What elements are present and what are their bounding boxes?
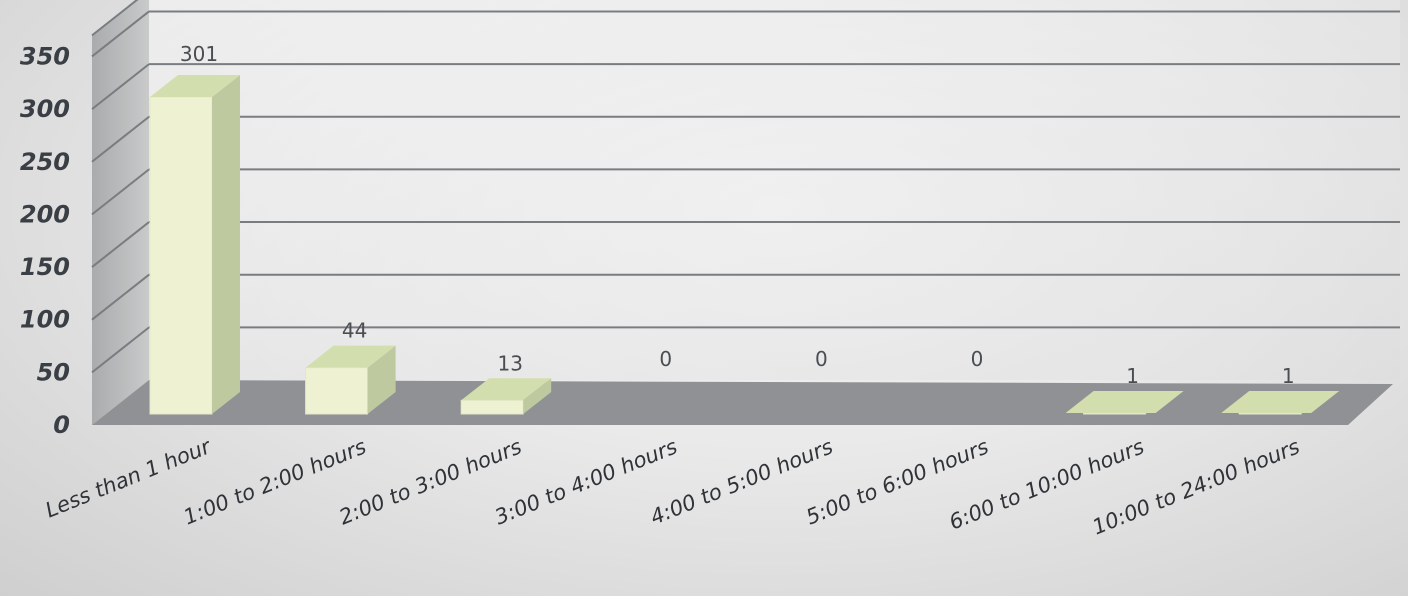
y-axis-ticks: 0 50 100 150 200 250 300 350 — [20, 42, 70, 439]
gridline-wall — [91, 273, 150, 321]
y-tick-label: 200 — [20, 200, 70, 228]
data-label: 0 — [659, 347, 672, 371]
gridline-wall — [91, 0, 139, 37]
gridline-wall — [91, 168, 150, 216]
bar — [460, 378, 552, 415]
y-tick-label: 100 — [20, 306, 70, 334]
bar-front — [1083, 412, 1147, 415]
gridline-wall — [91, 63, 150, 110]
bar-side — [367, 345, 396, 414]
bar-top — [305, 345, 396, 368]
bar-front — [460, 399, 524, 415]
side-wall — [92, 0, 149, 425]
back-wall — [149, 0, 1400, 380]
data-label: 1 — [1282, 364, 1295, 388]
bar-side — [523, 378, 552, 414]
chart-walls — [92, 0, 1400, 425]
data-label: 1 — [1126, 364, 1139, 388]
bar — [1221, 390, 1340, 415]
bar-side — [212, 75, 240, 414]
gridlines — [91, 0, 1400, 374]
y-tick-label: 250 — [20, 148, 70, 176]
y-tick-label: 300 — [20, 95, 70, 123]
bar-top — [1065, 390, 1184, 413]
data-labels: 301 44 13 0 0 0 1 1 — [180, 42, 1295, 388]
bar-top — [461, 378, 552, 401]
y-tick-label: 0 — [53, 411, 70, 439]
bar-front — [149, 96, 213, 415]
y-tick-label: 350 — [20, 42, 70, 70]
bar — [1065, 390, 1184, 415]
y-tick-label: 50 — [37, 358, 70, 386]
data-label: 13 — [497, 351, 522, 375]
data-label: 0 — [971, 347, 984, 371]
gridline-wall — [91, 10, 150, 58]
gridline-wall — [91, 221, 150, 268]
data-label: 0 — [815, 347, 828, 371]
data-label: 44 — [342, 319, 367, 343]
gridline-wall — [91, 326, 150, 374]
bar-top — [150, 75, 240, 98]
data-label: 301 — [180, 42, 218, 66]
y-tick-label: 150 — [20, 253, 70, 281]
floor — [92, 380, 1393, 425]
bars — [149, 75, 1340, 415]
bar-front — [305, 367, 369, 415]
bar — [149, 75, 240, 415]
gridline-wall — [91, 115, 150, 163]
bar-front — [1238, 412, 1302, 415]
bar — [305, 345, 396, 415]
bar-top — [1221, 390, 1340, 413]
